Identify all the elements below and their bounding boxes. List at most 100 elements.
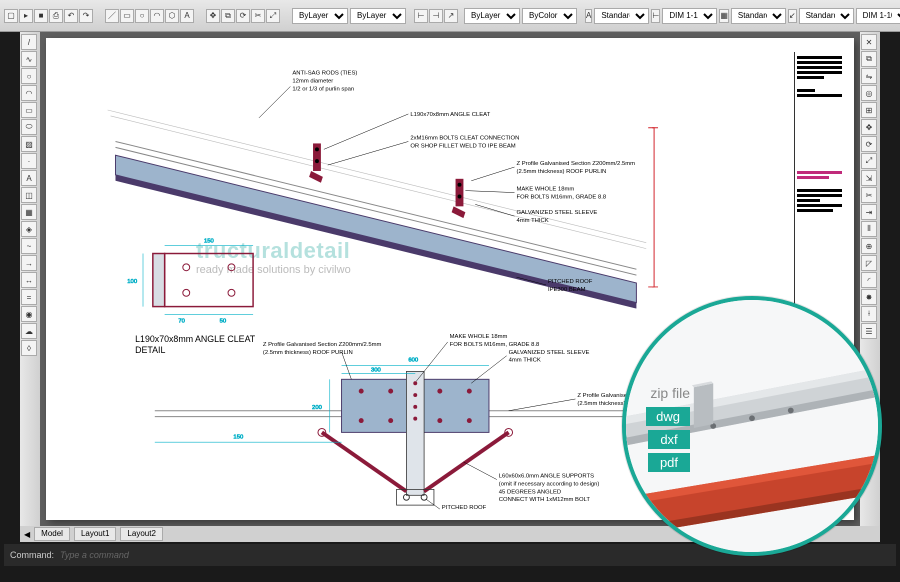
poly-icon[interactable]: ⬡ — [165, 9, 179, 23]
new-icon[interactable]: ▢ — [4, 9, 18, 23]
vt-xline-icon[interactable]: ↔ — [21, 272, 37, 288]
style-select-1[interactable]: Standard — [594, 8, 649, 24]
svg-text:50: 50 — [220, 318, 227, 324]
tab-layout2[interactable]: Layout2 — [120, 527, 162, 541]
vt-ellipse-icon[interactable]: ⬭ — [21, 119, 37, 135]
vt-rect-icon[interactable]: ▭ — [21, 102, 37, 118]
vt-point-icon[interactable]: · — [21, 153, 37, 169]
rt-mirror-icon[interactable]: ⇋ — [861, 68, 877, 84]
mleader-icon[interactable]: ↙ — [788, 9, 797, 23]
command-input[interactable]: Type a command — [60, 550, 129, 560]
table-icon[interactable]: ▦ — [719, 9, 729, 23]
arc-icon[interactable]: ◠ — [150, 9, 164, 23]
vt-donut-icon[interactable]: ◉ — [21, 306, 37, 322]
rect-icon[interactable]: ▭ — [120, 9, 134, 23]
circle-icon[interactable]: ○ — [135, 9, 149, 23]
rt-offset-icon[interactable]: ◎ — [861, 85, 877, 101]
svg-text:GALVANIZED STEEL SLEEVE: GALVANIZED STEEL SLEEVE — [509, 350, 590, 356]
rt-chamfer-icon[interactable]: ◸ — [861, 255, 877, 271]
svg-text:PITCHED ROOF: PITCHED ROOF — [442, 505, 487, 510]
vt-block-icon[interactable]: ◫ — [21, 187, 37, 203]
svg-text:1/2 or 1/3 of purlin span: 1/2 or 1/3 of purlin span — [292, 86, 354, 92]
vt-region-icon[interactable]: ◈ — [21, 221, 37, 237]
rt-copy-icon[interactable]: ⧉ — [861, 51, 877, 67]
svg-text:MAKE WHOLE 18mm: MAKE WHOLE 18mm — [450, 334, 508, 340]
dim3-icon[interactable]: ⊢ — [651, 9, 660, 23]
rt-erase-icon[interactable]: ✕ — [861, 34, 877, 50]
text2-icon[interactable]: A — [585, 9, 592, 23]
vt-text-icon[interactable]: A — [21, 170, 37, 186]
rt-fillet-icon[interactable]: ◜ — [861, 272, 877, 288]
svg-text:(2.5mm thickness) ROOF PURLIN: (2.5mm thickness) ROOF PURLIN — [516, 169, 606, 175]
rt-extend-icon[interactable]: ⇥ — [861, 204, 877, 220]
print-icon[interactable]: ⎙ — [49, 9, 63, 23]
layer-select-3[interactable]: ByLayer — [464, 8, 520, 24]
rt-break-icon[interactable]: ⦀ — [861, 221, 877, 237]
vt-pline-icon[interactable]: ∿ — [21, 51, 37, 67]
draw-tools: ／ ▭ ○ ◠ ⬡ A — [105, 9, 194, 23]
svg-text:4mm THICK: 4mm THICK — [516, 218, 548, 224]
svg-text:300: 300 — [371, 367, 382, 373]
svg-text:150: 150 — [233, 434, 244, 440]
style-select-4[interactable]: Standard — [799, 8, 854, 24]
svg-text:ANTI-SAG RODS (TIES): ANTI-SAG RODS (TIES) — [292, 71, 357, 77]
rt-measure-icon[interactable]: ⟊ — [861, 306, 877, 322]
vt-mline-icon[interactable]: = — [21, 289, 37, 305]
svg-text:600: 600 — [408, 358, 419, 364]
dim-icon[interactable]: ⊢ — [414, 9, 428, 23]
vt-wipeout-icon[interactable]: ◊ — [21, 340, 37, 356]
tab-nav-left-icon[interactable]: ◀ — [24, 530, 30, 539]
svg-text:45 DEGREES ANGLED: 45 DEGREES ANGLED — [499, 489, 561, 495]
open-icon[interactable]: ▸ — [19, 9, 33, 23]
dim2-icon[interactable]: ⊣ — [429, 9, 443, 23]
svg-text:12mm diameter: 12mm diameter — [292, 78, 333, 84]
svg-text:DETAIL: DETAIL — [135, 345, 165, 355]
vt-line-icon[interactable]: / — [21, 34, 37, 50]
tab-model[interactable]: Model — [34, 527, 70, 541]
leader-icon[interactable]: ↗ — [444, 9, 458, 23]
rt-scale-icon[interactable]: ⤢ — [861, 153, 877, 169]
svg-text:100: 100 — [127, 279, 138, 285]
svg-text:200: 200 — [312, 405, 323, 411]
rt-trim-icon[interactable]: ✂ — [861, 187, 877, 203]
tab-layout1[interactable]: Layout1 — [74, 527, 116, 541]
zip-label: zip file — [650, 385, 690, 401]
rt-array-icon[interactable]: ⊞ — [861, 102, 877, 118]
svg-text:70: 70 — [178, 318, 185, 324]
rt-explode-icon[interactable]: ✸ — [861, 289, 877, 305]
move-icon[interactable]: ✥ — [206, 9, 220, 23]
redo-icon[interactable]: ↷ — [79, 9, 93, 23]
vt-table-icon[interactable]: ▦ — [21, 204, 37, 220]
svg-text:(omit if necessary according t: (omit if necessary according to design) — [499, 481, 600, 487]
vt-ray-icon[interactable]: → — [21, 255, 37, 271]
svg-text:Z Profile Galvanised Section Z: Z Profile Galvanised Section Z200mm/2.5m… — [516, 161, 635, 167]
save-icon[interactable]: ■ — [34, 9, 48, 23]
rt-stretch-icon[interactable]: ⇲ — [861, 170, 877, 186]
line-icon[interactable]: ／ — [105, 9, 119, 23]
vt-hatch-icon[interactable]: ▨ — [21, 136, 37, 152]
style-select-2[interactable]: DIM 1-10 — [662, 8, 717, 24]
layer-select-2[interactable]: ByLayer — [350, 8, 406, 24]
text-icon[interactable]: A — [180, 9, 194, 23]
dwg-badge: dwg — [646, 407, 690, 426]
rt-props-icon[interactable]: ☰ — [861, 323, 877, 339]
style-select-3[interactable]: Standard — [731, 8, 786, 24]
file-tools: ▢ ▸ ■ ⎙ ↶ ↷ — [4, 9, 93, 23]
trim-icon[interactable]: ✂ — [251, 9, 265, 23]
vt-circle-icon[interactable]: ○ — [21, 68, 37, 84]
vt-arc-icon[interactable]: ◠ — [21, 85, 37, 101]
copy-icon[interactable]: ⧉ — [221, 9, 235, 23]
style-select-5[interactable]: DIM 1-10 — [856, 8, 900, 24]
vt-spline-icon[interactable]: ~ — [21, 238, 37, 254]
rt-move-icon[interactable]: ✥ — [861, 119, 877, 135]
rt-join-icon[interactable]: ⊕ — [861, 238, 877, 254]
file-format-labels: zip file dwg dxf pdf — [646, 385, 690, 472]
rt-rotate-icon[interactable]: ⟳ — [861, 136, 877, 152]
vt-revcloud-icon[interactable]: ☁ — [21, 323, 37, 339]
layer-select-4[interactable]: ByColor — [522, 8, 577, 24]
upper-view: ANTI-SAG RODS (TIES) 12mm diameter 1/2 o… — [108, 71, 658, 309]
rotate-icon[interactable]: ⟳ — [236, 9, 250, 23]
scale-icon[interactable]: ⤢ — [266, 9, 280, 23]
undo-icon[interactable]: ↶ — [64, 9, 78, 23]
layer-select-1[interactable]: ByLayer — [292, 8, 348, 24]
